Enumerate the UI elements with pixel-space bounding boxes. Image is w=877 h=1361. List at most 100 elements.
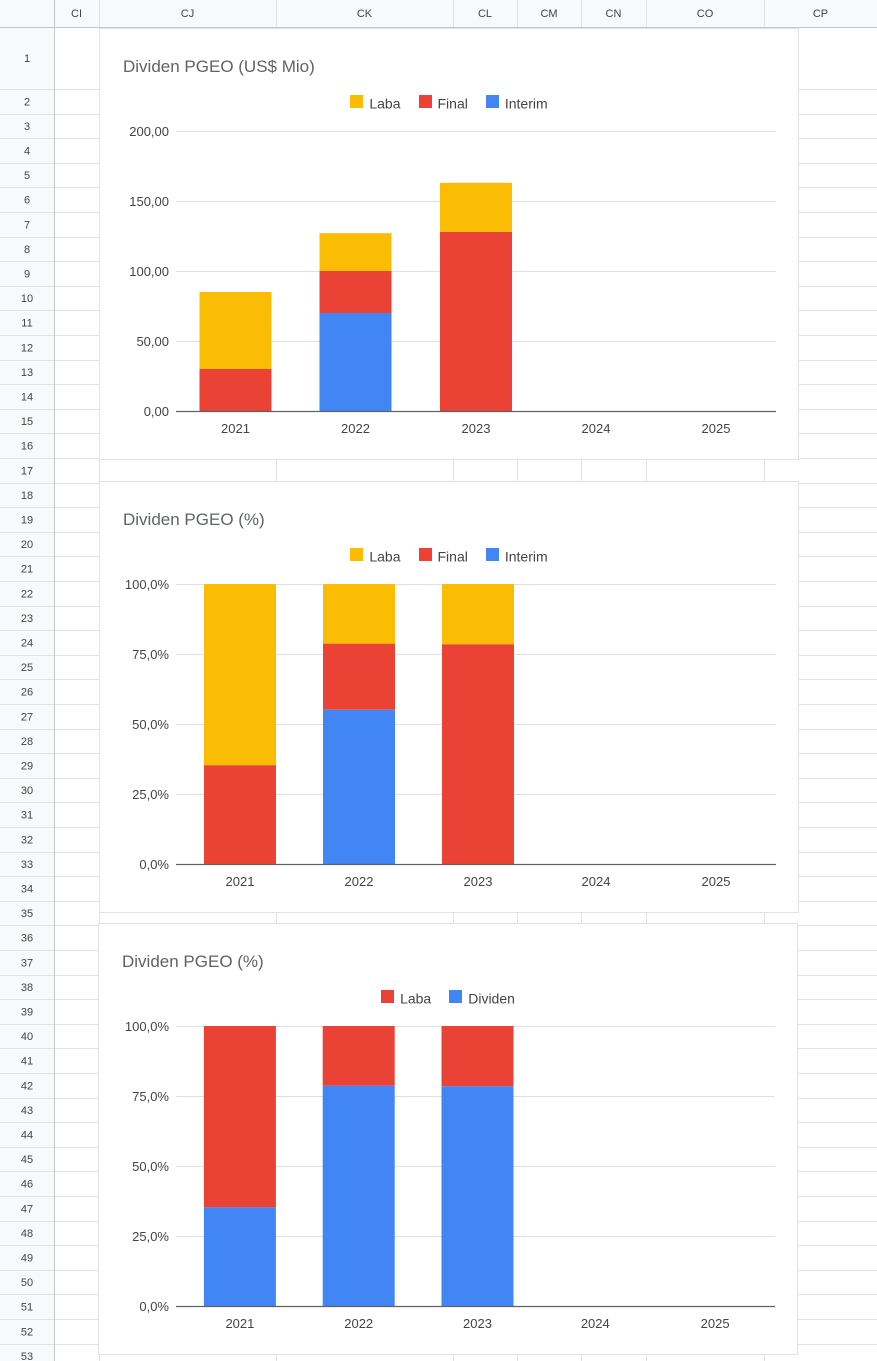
bar-final-2021[interactable] (204, 765, 276, 864)
row-header-29[interactable]: 29 (21, 761, 33, 773)
chart-dividen-usd[interactable]: Dividen PGEO (US$ Mio) Laba Final Interim … (99, 28, 799, 460)
bar-laba-2021[interactable] (203, 1026, 276, 1208)
bar-laba-2023[interactable] (440, 182, 512, 232)
row-header-12[interactable]: 12 (21, 342, 33, 354)
row-header-6[interactable]: 6 (24, 195, 30, 207)
row-header-38[interactable]: 38 (21, 982, 33, 994)
bar-laba-2023[interactable] (442, 584, 514, 645)
row-header-16[interactable]: 16 (21, 441, 33, 453)
row-header-46[interactable]: 46 (21, 1179, 33, 1191)
bar-dividen-2022[interactable] (322, 1085, 395, 1306)
bar-final-2023[interactable] (442, 644, 514, 864)
column-header-ck[interactable]: CK (357, 8, 373, 20)
column-header-cn[interactable]: CN (606, 8, 622, 20)
x-tick-label: 2024 (582, 421, 611, 436)
row-header-40[interactable]: 40 (21, 1031, 33, 1043)
x-tick-label: 2025 (702, 421, 731, 436)
column-header-ci[interactable]: CI (71, 8, 82, 20)
row-header-31[interactable]: 31 (21, 810, 33, 822)
row-header-47[interactable]: 47 (21, 1203, 33, 1215)
bar-laba-2023[interactable] (441, 1026, 514, 1087)
bar-interim-2022[interactable] (319, 313, 392, 411)
row-header-20[interactable]: 20 (21, 539, 33, 551)
bar-plot: 0,0% 25,0% 50,0% 75,0% 100,0% 2021 2022 2023 202… (125, 1019, 775, 1331)
row-header-15[interactable]: 15 (21, 416, 33, 428)
row-header-45[interactable]: 45 (21, 1154, 33, 1166)
column-header-co[interactable]: CO (697, 8, 714, 20)
bar-laba-2022[interactable] (323, 584, 395, 644)
row-header-34[interactable]: 34 (21, 884, 33, 896)
bar-laba-2021[interactable] (199, 292, 272, 369)
legend-label: Laba (369, 94, 401, 111)
row-header-14[interactable]: 14 (21, 392, 33, 404)
column-header-cp[interactable]: CP (813, 8, 828, 20)
bar-laba-2022[interactable] (319, 233, 392, 271)
row-header-51[interactable]: 51 (21, 1302, 33, 1314)
legend-item-interim[interactable]: Interim (485, 547, 548, 564)
row-header-22[interactable]: 22 (21, 588, 33, 600)
bar-dividen-2021[interactable] (203, 1207, 276, 1306)
row-header-30[interactable]: 30 (21, 785, 33, 797)
row-header-39[interactable]: 39 (21, 1007, 33, 1019)
bar-final-2022[interactable] (323, 643, 395, 710)
row-header-42[interactable]: 42 (21, 1080, 33, 1092)
row-header-44[interactable]: 44 (21, 1130, 33, 1142)
row-header-49[interactable]: 49 (21, 1253, 33, 1265)
row-header-27[interactable]: 27 (21, 711, 33, 723)
row-header-8[interactable]: 8 (24, 244, 30, 256)
row-header-23[interactable]: 23 (21, 613, 33, 625)
row-header-3[interactable]: 3 (24, 121, 30, 133)
legend-item-final[interactable]: Final (418, 547, 468, 564)
bar-final-2022[interactable] (319, 271, 392, 313)
legend-item-laba[interactable]: Laba (350, 547, 401, 564)
row-header-13[interactable]: 13 (21, 367, 33, 379)
row-header-36[interactable]: 36 (21, 933, 33, 945)
row-header-1[interactable]: 1 (24, 53, 30, 65)
row-header-9[interactable]: 9 (24, 269, 30, 281)
x-tick-label: 2021 (225, 1316, 254, 1331)
chart-title: Dividen PGEO (%) (122, 952, 264, 971)
row-header-24[interactable]: 24 (21, 638, 33, 650)
chart-dividen-vs-laba-percent[interactable]: Dividen PGEO (%) Laba Dividen 0,0% 25,0% 50… (98, 923, 798, 1355)
bar-final-2021[interactable] (199, 369, 272, 411)
chart-dividen-percent[interactable]: Dividen PGEO (%) Laba Final Interim 0,0% 25… (99, 481, 799, 913)
row-header-41[interactable]: 41 (21, 1056, 33, 1068)
row-header-19[interactable]: 19 (21, 515, 33, 527)
row-header-4[interactable]: 4 (24, 146, 30, 158)
row-header-53[interactable]: 53 (21, 1351, 33, 1361)
row-header-48[interactable]: 48 (21, 1228, 33, 1240)
legend-item-laba[interactable]: Laba (350, 94, 401, 111)
row-header-26[interactable]: 26 (21, 687, 33, 699)
chart-legend: Laba Dividen (99, 988, 797, 1006)
row-header-25[interactable]: 25 (21, 662, 33, 674)
bar-laba-2021[interactable] (204, 584, 276, 766)
row-header-43[interactable]: 43 (21, 1105, 33, 1117)
row-header-35[interactable]: 35 (21, 908, 33, 920)
row-header-11[interactable]: 11 (21, 318, 32, 330)
row-header-32[interactable]: 32 (21, 834, 33, 846)
column-header-cl[interactable]: CL (478, 8, 492, 20)
legend-item-dividen[interactable]: Dividen (449, 989, 515, 1006)
row-header-7[interactable]: 7 (24, 219, 30, 231)
legend-swatch (381, 990, 395, 1004)
row-header-37[interactable]: 37 (21, 957, 33, 969)
row-header-21[interactable]: 21 (21, 564, 33, 576)
row-header-52[interactable]: 52 (21, 1326, 33, 1338)
row-header-50[interactable]: 50 (21, 1277, 33, 1289)
row-header-18[interactable]: 18 (21, 490, 33, 502)
legend-item-laba[interactable]: Laba (381, 989, 431, 1006)
bar-dividen-2023[interactable] (441, 1086, 514, 1306)
column-header-cm[interactable]: CM (540, 8, 557, 20)
row-header-5[interactable]: 5 (24, 170, 30, 182)
bar-laba-2022[interactable] (322, 1026, 395, 1086)
row-header-10[interactable]: 10 (21, 293, 33, 305)
legend-item-interim[interactable]: Interim (485, 94, 548, 111)
row-header-17[interactable]: 17 (21, 465, 33, 477)
row-header-2[interactable]: 2 (24, 96, 30, 108)
row-header-33[interactable]: 33 (21, 859, 33, 871)
column-header-cj[interactable]: CJ (181, 8, 194, 20)
row-header-28[interactable]: 28 (21, 736, 33, 748)
bar-interim-2022[interactable] (323, 709, 395, 864)
bar-final-2023[interactable] (440, 231, 512, 411)
legend-item-final[interactable]: Final (418, 94, 468, 111)
